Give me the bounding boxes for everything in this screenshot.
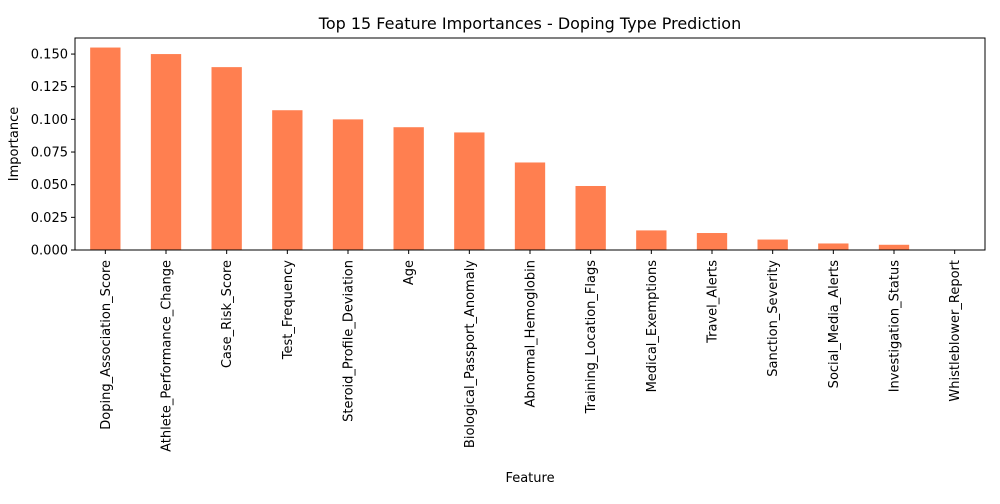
bar: [211, 67, 242, 250]
x-axis: Doping_Association_Score Athlete_Performa…: [99, 250, 963, 452]
x-tick-label: Training_Location_Flags: [584, 260, 599, 415]
y-tick-label: 0.050: [31, 178, 68, 193]
bar: [575, 185, 606, 250]
y-tick-label: 0.075: [31, 146, 68, 161]
x-tick-label: Social_Media_Alerts: [827, 260, 842, 389]
chart-title: Top 15 Feature Importances - Doping Type…: [318, 14, 741, 33]
y-tick-label: 0.125: [31, 80, 68, 95]
bar: [454, 132, 485, 250]
x-tick-label: Investigation_Status: [888, 260, 903, 393]
x-tick-label: Biological_Passport_Anomaly: [463, 260, 478, 448]
plot-frame: [74, 37, 986, 251]
y-tick-label: 0.025: [31, 211, 68, 226]
bar: [696, 233, 728, 250]
x-tick-label: Whistleblower_Report: [948, 260, 963, 402]
bar: [393, 127, 424, 250]
bar: [332, 119, 364, 251]
x-tick-label: Age: [402, 260, 417, 285]
bar: [818, 243, 849, 250]
bar: [636, 230, 667, 250]
x-tick-label: Doping_Association_Score: [99, 260, 114, 430]
x-tick-label: Sanction_Severity: [766, 260, 781, 377]
bar: [90, 47, 121, 250]
y-tick-label: 0.100: [31, 113, 68, 128]
x-tick-label: Abnormal_Hemoglobin: [524, 260, 539, 408]
x-tick-label: Test_Frequency: [281, 260, 296, 361]
x-tick-label: Medical_Exemptions: [645, 260, 660, 393]
y-tick-label: 0.150: [31, 48, 68, 63]
bar: [878, 244, 910, 250]
bar: [272, 110, 303, 250]
y-axis: 0.000 0.025 0.050 0.075 0.100 0.125 0.150: [31, 48, 75, 259]
x-tick-label: Athlete_Performance_Change: [160, 260, 175, 452]
y-axis-label: Importance: [7, 107, 22, 182]
y-tick-label: 0.000: [31, 244, 68, 259]
bars: [90, 47, 910, 251]
x-tick-label: Case_Risk_Score: [220, 260, 235, 368]
x-tick-label: Travel_Alerts: [706, 260, 721, 344]
bar: [757, 239, 788, 250]
bar: [150, 54, 182, 250]
bar: [514, 162, 546, 250]
x-tick-label: Steroid_Profile_Deviation: [342, 260, 357, 422]
x-axis-label: Feature: [505, 471, 554, 486]
